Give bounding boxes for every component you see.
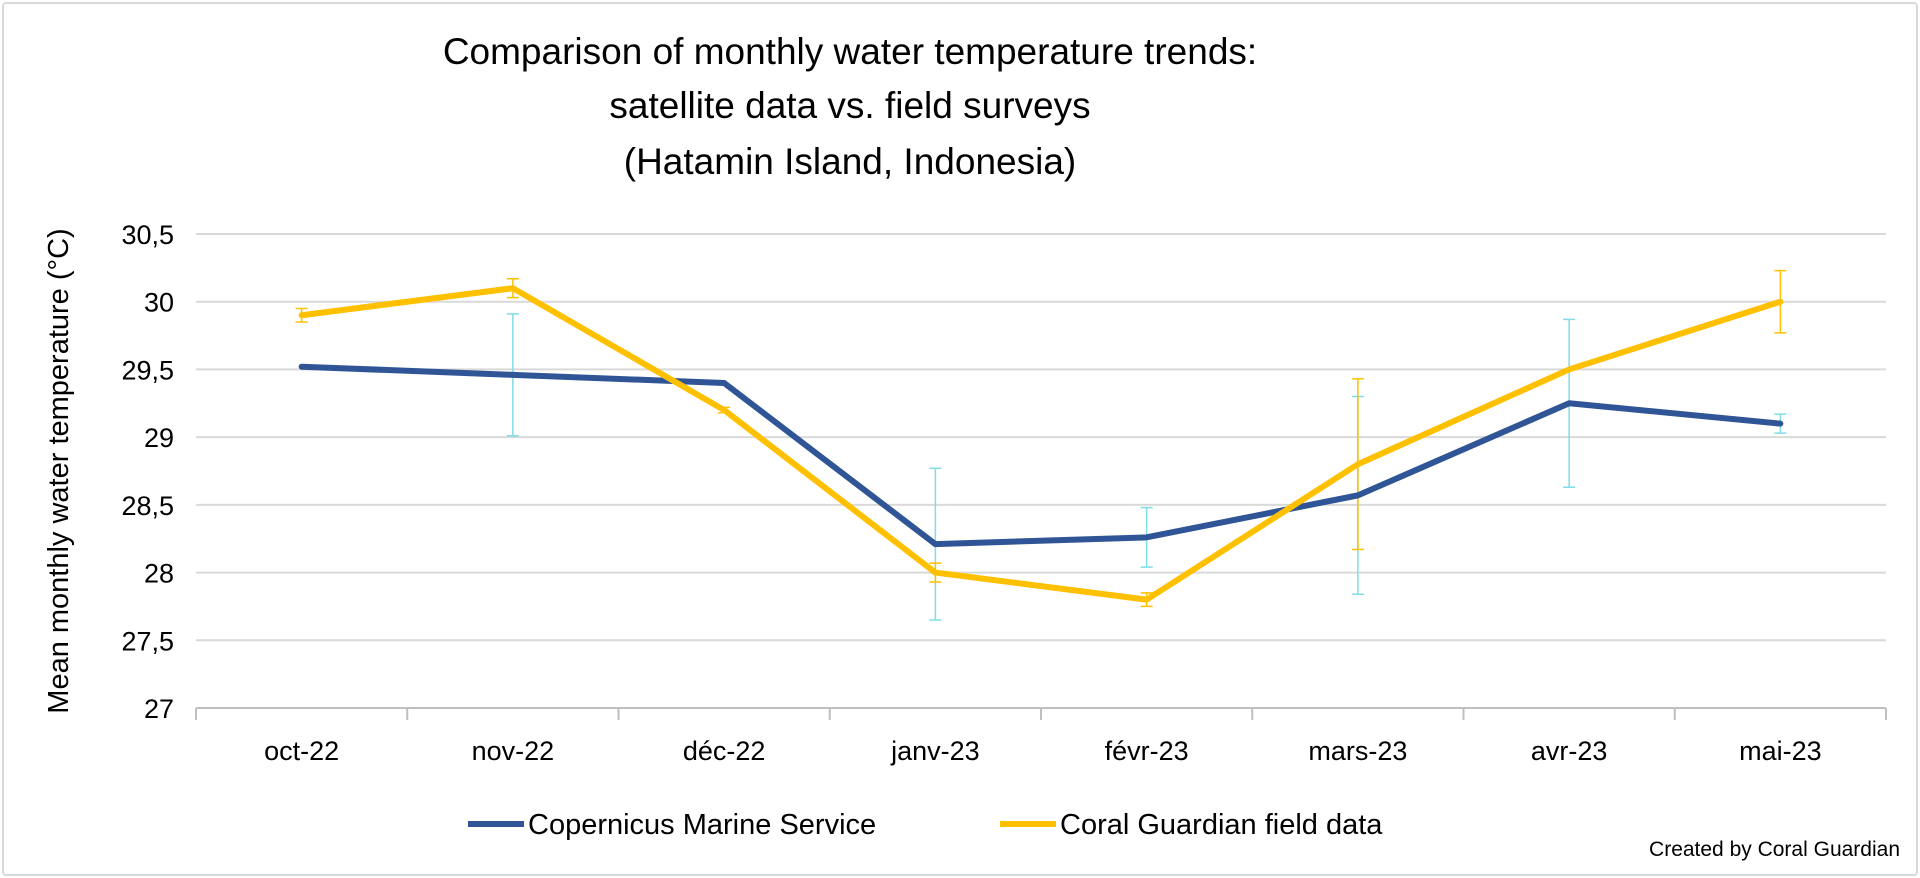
y-tick-label: 28,5 xyxy=(121,491,174,521)
title-line-1: Comparison of monthly water temperature … xyxy=(443,31,1257,72)
credit-text: Created by Coral Guardian xyxy=(1649,838,1900,861)
y-tick-label: 27 xyxy=(144,694,174,724)
y-axis-label: Mean monthly water temperature (°C) xyxy=(43,228,75,713)
x-tick-label: déc-22 xyxy=(683,736,766,766)
x-tick-label: mai-23 xyxy=(1739,736,1822,766)
x-tick-label: févr-23 xyxy=(1105,736,1189,766)
x-tick-label: oct-22 xyxy=(264,736,339,766)
y-tick-label: 29 xyxy=(144,423,174,453)
x-tick-label: avr-23 xyxy=(1531,736,1608,766)
y-tick-label: 28 xyxy=(144,559,174,589)
x-tick-label: nov-22 xyxy=(472,736,555,766)
title-line-3: (Hatamin Island, Indonesia) xyxy=(624,141,1076,182)
x-tick-label: mars-23 xyxy=(1308,736,1407,766)
legend-label: Coral Guardian field data xyxy=(1060,809,1383,841)
series-line-1 xyxy=(298,363,1784,548)
y-tick-label: 29,5 xyxy=(121,355,174,385)
series-line-2 xyxy=(298,285,1784,603)
chart-title: Comparison of monthly water temperature … xyxy=(443,31,1257,182)
y-tick-label: 30,5 xyxy=(121,220,174,250)
y-tick-label: 30 xyxy=(144,288,174,318)
x-tick-label: janv-23 xyxy=(890,736,980,766)
legend-label: Copernicus Marine Service xyxy=(528,809,876,841)
y-tick-label: 27,5 xyxy=(121,626,174,656)
title-line-2: satellite data vs. field surveys xyxy=(609,85,1090,126)
